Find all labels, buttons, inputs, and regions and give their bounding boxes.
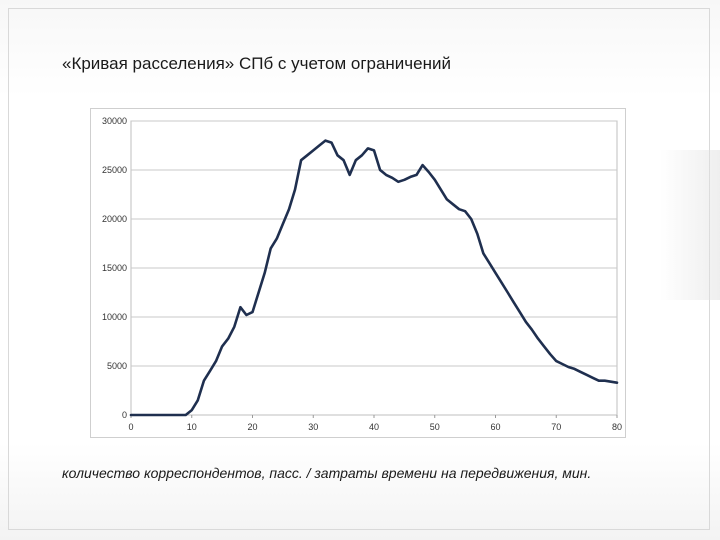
series-line [129, 139, 619, 417]
x-tick-label: 30 [308, 422, 318, 432]
x-tick-label: 20 [247, 422, 257, 432]
line-chart: 0 5000 10000 15000 20000 25000 30000 0 10 20 30 40 5… [102, 116, 622, 432]
slide-title: «Кривая расселения» СПб с учетом огранич… [62, 54, 451, 73]
y-tick-label: 20000 [102, 214, 127, 224]
x-tick-label: 10 [187, 422, 197, 432]
x-tick-label: 70 [551, 422, 561, 432]
y-tick-label: 10000 [102, 312, 127, 322]
y-tick-label: 30000 [102, 116, 127, 126]
y-tick-label: 0 [122, 410, 127, 420]
decorative-panel [660, 150, 720, 300]
y-tick-label: 5000 [107, 361, 127, 371]
x-tick-label: 40 [369, 422, 379, 432]
y-tick-label: 15000 [102, 263, 127, 273]
y-tick-label: 25000 [102, 165, 127, 175]
chart-area: 0 5000 10000 15000 20000 25000 30000 0 10 20 30 40 5… [90, 108, 626, 438]
x-tick-label: 80 [612, 422, 622, 432]
x-tick-label: 0 [128, 422, 133, 432]
x-tick-label: 60 [490, 422, 500, 432]
axis-caption: количество корреспондентов, пасс. / затр… [62, 465, 592, 481]
x-tick-label: 50 [430, 422, 440, 432]
